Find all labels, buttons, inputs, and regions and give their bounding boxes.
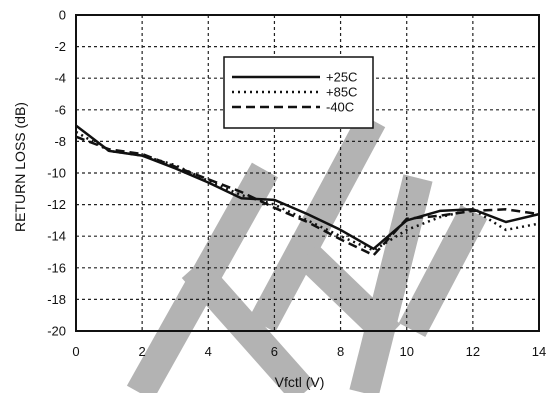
y-tick-label: -12	[47, 197, 66, 212]
x-tick-label: 12	[466, 344, 480, 359]
y-tick-label: -10	[47, 166, 66, 181]
x-tick-labels: 0 2 4 6 8 10 12 14	[72, 344, 546, 359]
x-tick-label: 0	[72, 344, 79, 359]
series-line-+25C	[75, 124, 540, 251]
watermark-stroke-4	[349, 174, 433, 393]
y-tick-label: -4	[54, 71, 66, 86]
y-tick-label: -6	[54, 102, 66, 117]
y-tick-label: -14	[47, 229, 66, 244]
x-tick-label: 8	[337, 344, 344, 359]
watermark	[126, 112, 488, 393]
x-tick-label: 10	[399, 344, 413, 359]
y-tick-label: -8	[54, 134, 66, 149]
plot-frame	[75, 14, 540, 332]
grid-lines	[76, 15, 539, 331]
watermark-stroke-5	[398, 205, 488, 337]
x-tick-label: 14	[532, 344, 546, 359]
legend-label: +85C	[326, 85, 357, 100]
x-tick-label: 4	[205, 344, 212, 359]
watermark-stroke-1	[248, 112, 386, 333]
y-tick-label: -18	[47, 292, 66, 307]
x-axis-label: Vfctl (V)	[275, 374, 325, 390]
y-axis-label: RETURN LOSS (dB)	[12, 102, 28, 232]
legend: +25C+85C-40C	[223, 56, 374, 129]
legend-label: -40C	[326, 100, 354, 115]
x-tick-label: 6	[271, 344, 278, 359]
y-tick-label: -20	[47, 324, 66, 339]
y-tick-label: 0	[59, 8, 66, 23]
y-tick-label: -16	[47, 260, 66, 275]
x-tick-label: 2	[139, 344, 146, 359]
y-tick-labels: 0 -2 -4 -6 -8 -10 -12 -14 -16 -18 -20	[47, 8, 66, 339]
legend-label: +25C	[326, 70, 357, 85]
y-tick-label: -2	[54, 39, 66, 54]
data-series	[75, 124, 540, 257]
series-line--40C	[75, 135, 540, 257]
